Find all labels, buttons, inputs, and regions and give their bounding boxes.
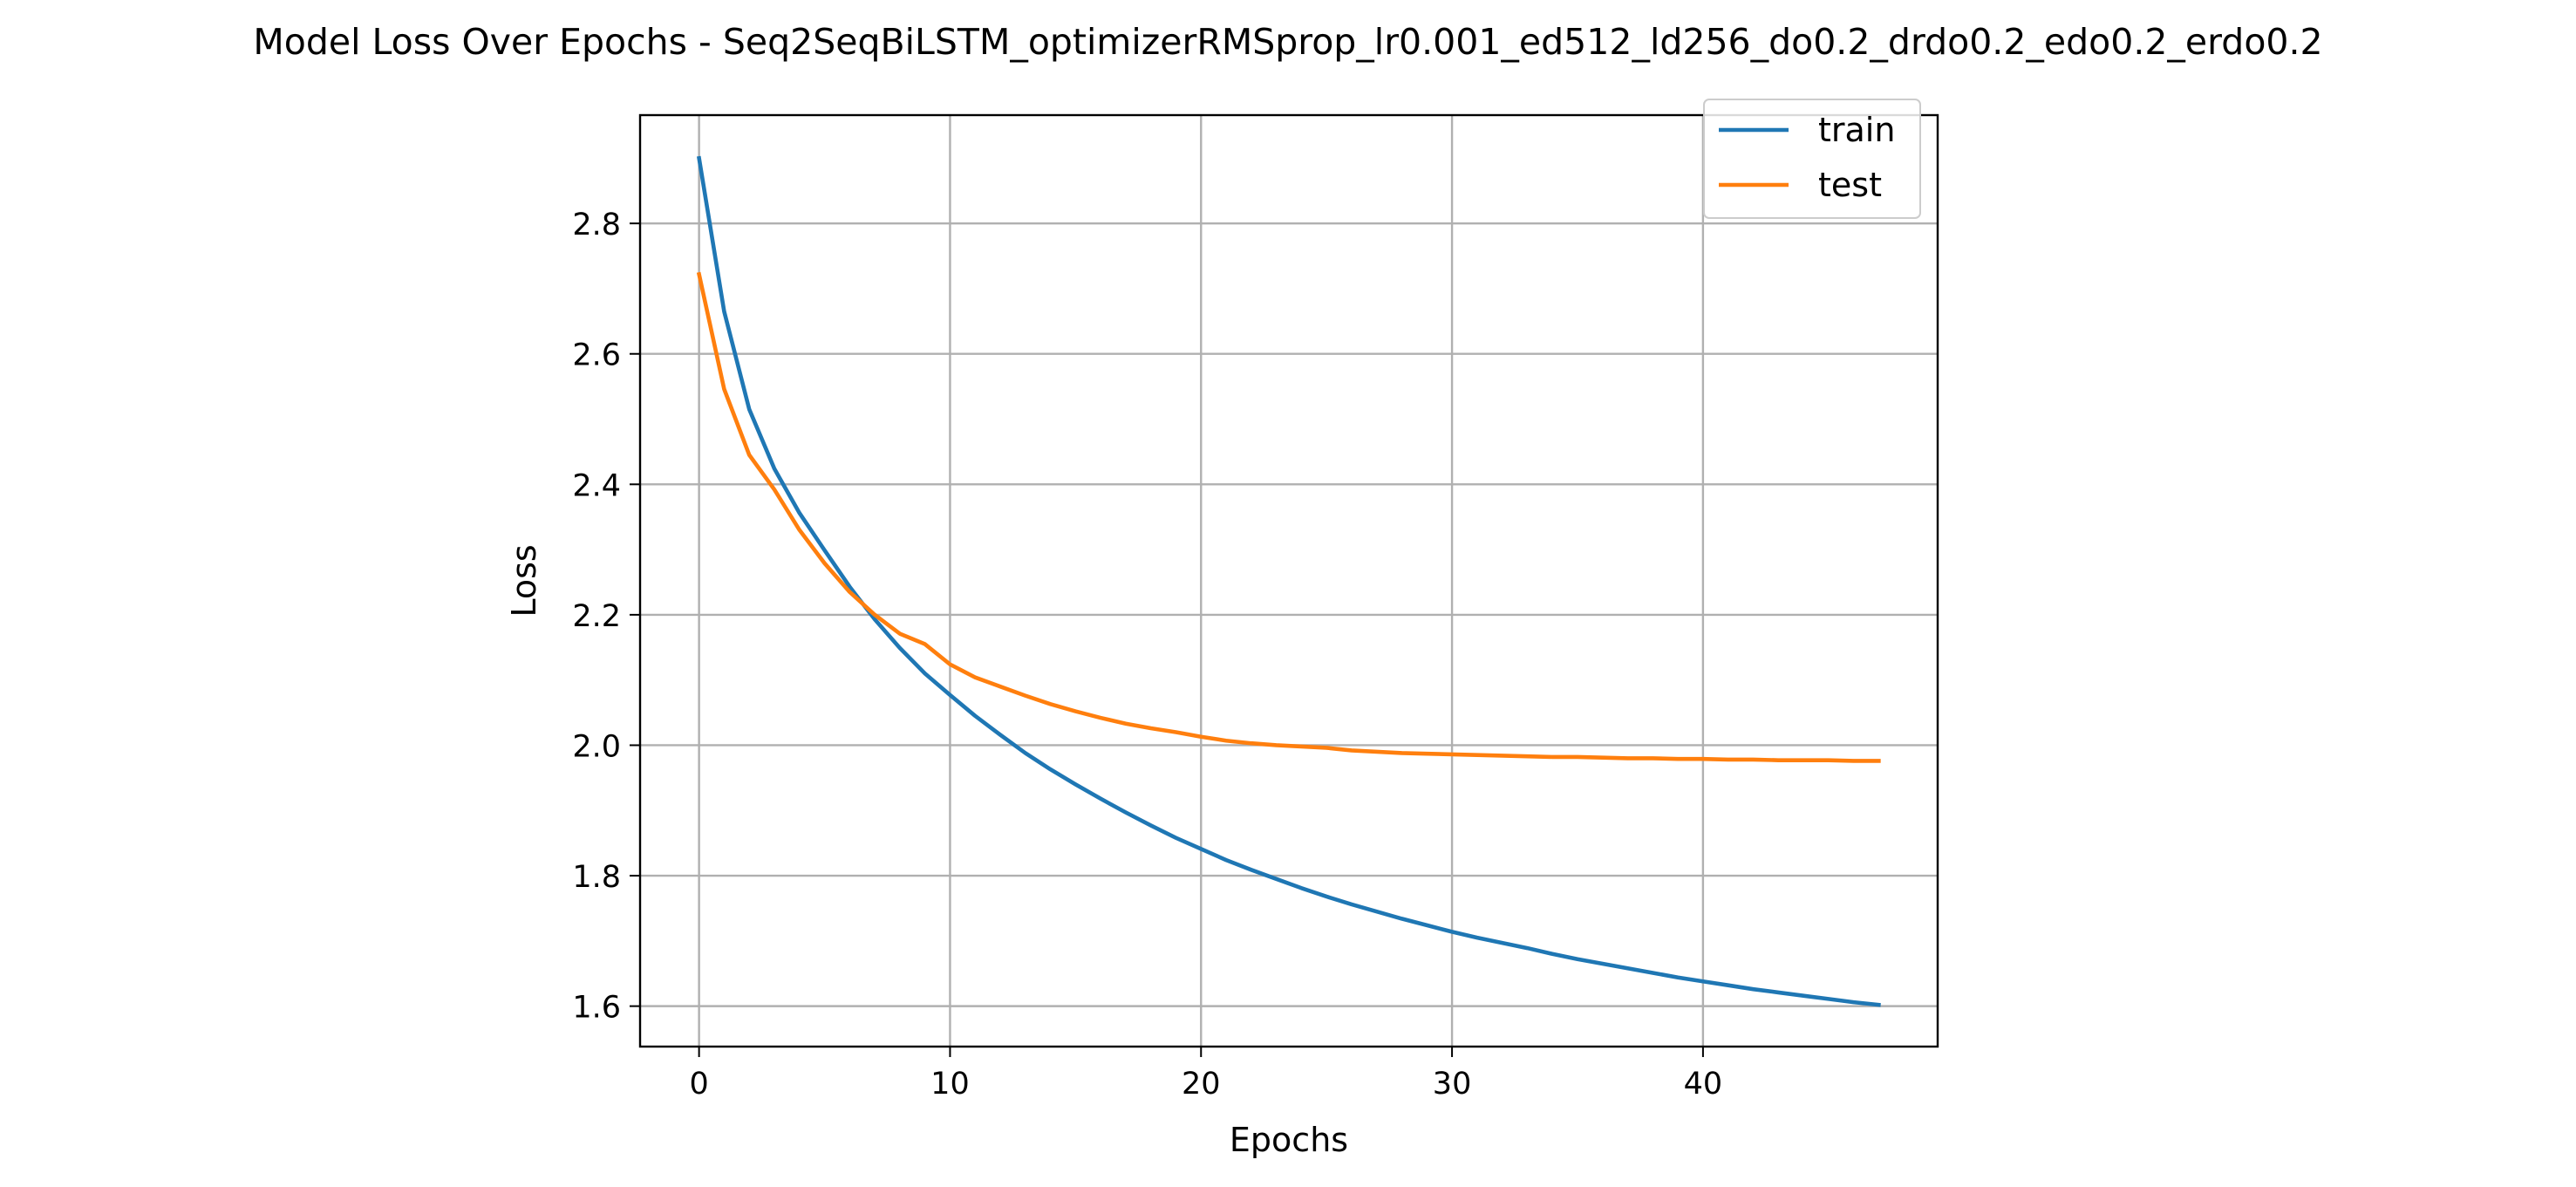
y-tick-label: 2.8	[572, 208, 621, 242]
y-tick-label: 2.4	[572, 468, 621, 503]
chart-title: Model Loss Over Epochs - Seq2SeqBiLSTM_o…	[253, 21, 2322, 63]
y-tick-label: 1.6	[572, 991, 621, 1026]
grid	[640, 115, 1938, 1047]
legend: train test	[1703, 99, 1921, 219]
y-tick-label: 2.2	[572, 599, 621, 634]
y-axis-ticks: 1.6 1.8 2.0 2.2 2.4 2.6 2.8	[572, 208, 640, 1026]
series-line-train	[696, 155, 1881, 1007]
x-axis-ticks: 0 10 20 30 40	[689, 1047, 1722, 1102]
legend-label-test: test	[1818, 166, 1882, 204]
x-tick-label: 10	[930, 1067, 970, 1102]
x-tick-label: 40	[1684, 1067, 1723, 1102]
y-tick-label: 2.0	[572, 729, 621, 764]
y-tick-label: 2.6	[572, 338, 621, 373]
axes-frame	[638, 113, 1939, 1048]
legend-label-train: train	[1818, 111, 1895, 149]
x-tick-label: 20	[1182, 1067, 1221, 1102]
y-tick-label: 1.8	[572, 860, 621, 895]
x-tick-label: 0	[689, 1067, 708, 1102]
y-axis-label: Loss	[505, 544, 543, 617]
series-lines	[696, 155, 1881, 1007]
x-tick-label: 30	[1433, 1067, 1472, 1102]
x-axis-label: Epochs	[1230, 1121, 1348, 1159]
series-line-test	[696, 271, 1881, 763]
